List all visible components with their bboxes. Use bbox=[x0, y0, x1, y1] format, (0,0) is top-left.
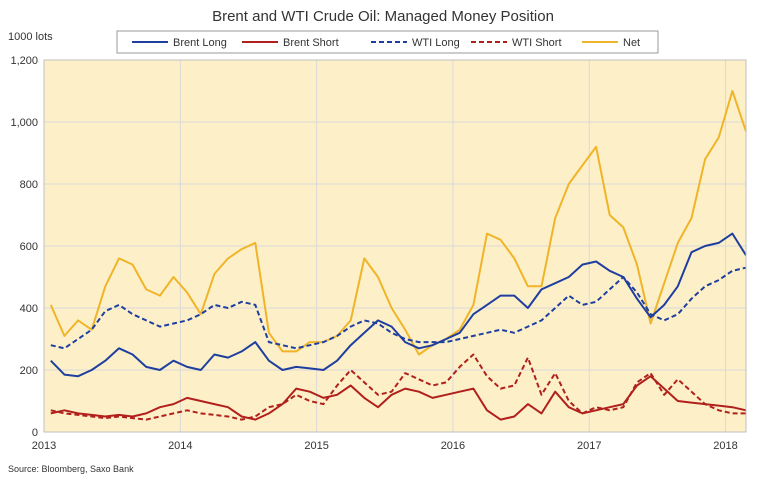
x-tick-label: 2014 bbox=[168, 440, 192, 452]
y-tick-label: 1,000 bbox=[10, 117, 38, 129]
source-note: Source: Bloomberg, Saxo Bank bbox=[8, 464, 134, 474]
x-tick-label: 2015 bbox=[304, 440, 328, 452]
x-tick-label: 2017 bbox=[577, 440, 601, 452]
chart-title: Brent and WTI Crude Oil: Managed Money P… bbox=[212, 8, 554, 25]
y-tick-label: 0 bbox=[32, 427, 38, 439]
x-axis-ticks: 2013 2014 2015 2016 2017 2018 bbox=[32, 440, 738, 452]
legend-label: WTI Short bbox=[512, 37, 562, 49]
y-tick-label: 200 bbox=[20, 365, 38, 377]
legend-label: Brent Short bbox=[283, 37, 339, 49]
x-tick-label: 2016 bbox=[441, 440, 465, 452]
y-axis-unit-label: 1000 lots bbox=[8, 31, 53, 43]
legend-label: WTI Long bbox=[412, 37, 460, 49]
y-tick-label: 400 bbox=[20, 303, 38, 315]
x-tick-label: 2018 bbox=[713, 440, 737, 452]
series-line-brent-long bbox=[50, 232, 747, 378]
y-tick-label: 1,200 bbox=[10, 55, 38, 67]
x-tick-label: 2013 bbox=[32, 440, 56, 452]
series-line-wti-long bbox=[50, 266, 747, 350]
series-line-brent-short bbox=[50, 375, 747, 421]
y-tick-label: 800 bbox=[20, 179, 38, 191]
series-layer bbox=[49, 90, 747, 421]
plot-border bbox=[43, 59, 747, 433]
series-line-net bbox=[49, 90, 747, 356]
y-axis-ticks: 0 200 400 600 800 1,000 1,200 bbox=[10, 55, 38, 439]
legend-label: Brent Long bbox=[173, 37, 227, 49]
y-tick-label: 600 bbox=[20, 241, 38, 253]
legend: Brent Long Brent Short WTI Long WTI Short Ne… bbox=[116, 30, 659, 54]
legend-label: Net bbox=[623, 37, 640, 49]
